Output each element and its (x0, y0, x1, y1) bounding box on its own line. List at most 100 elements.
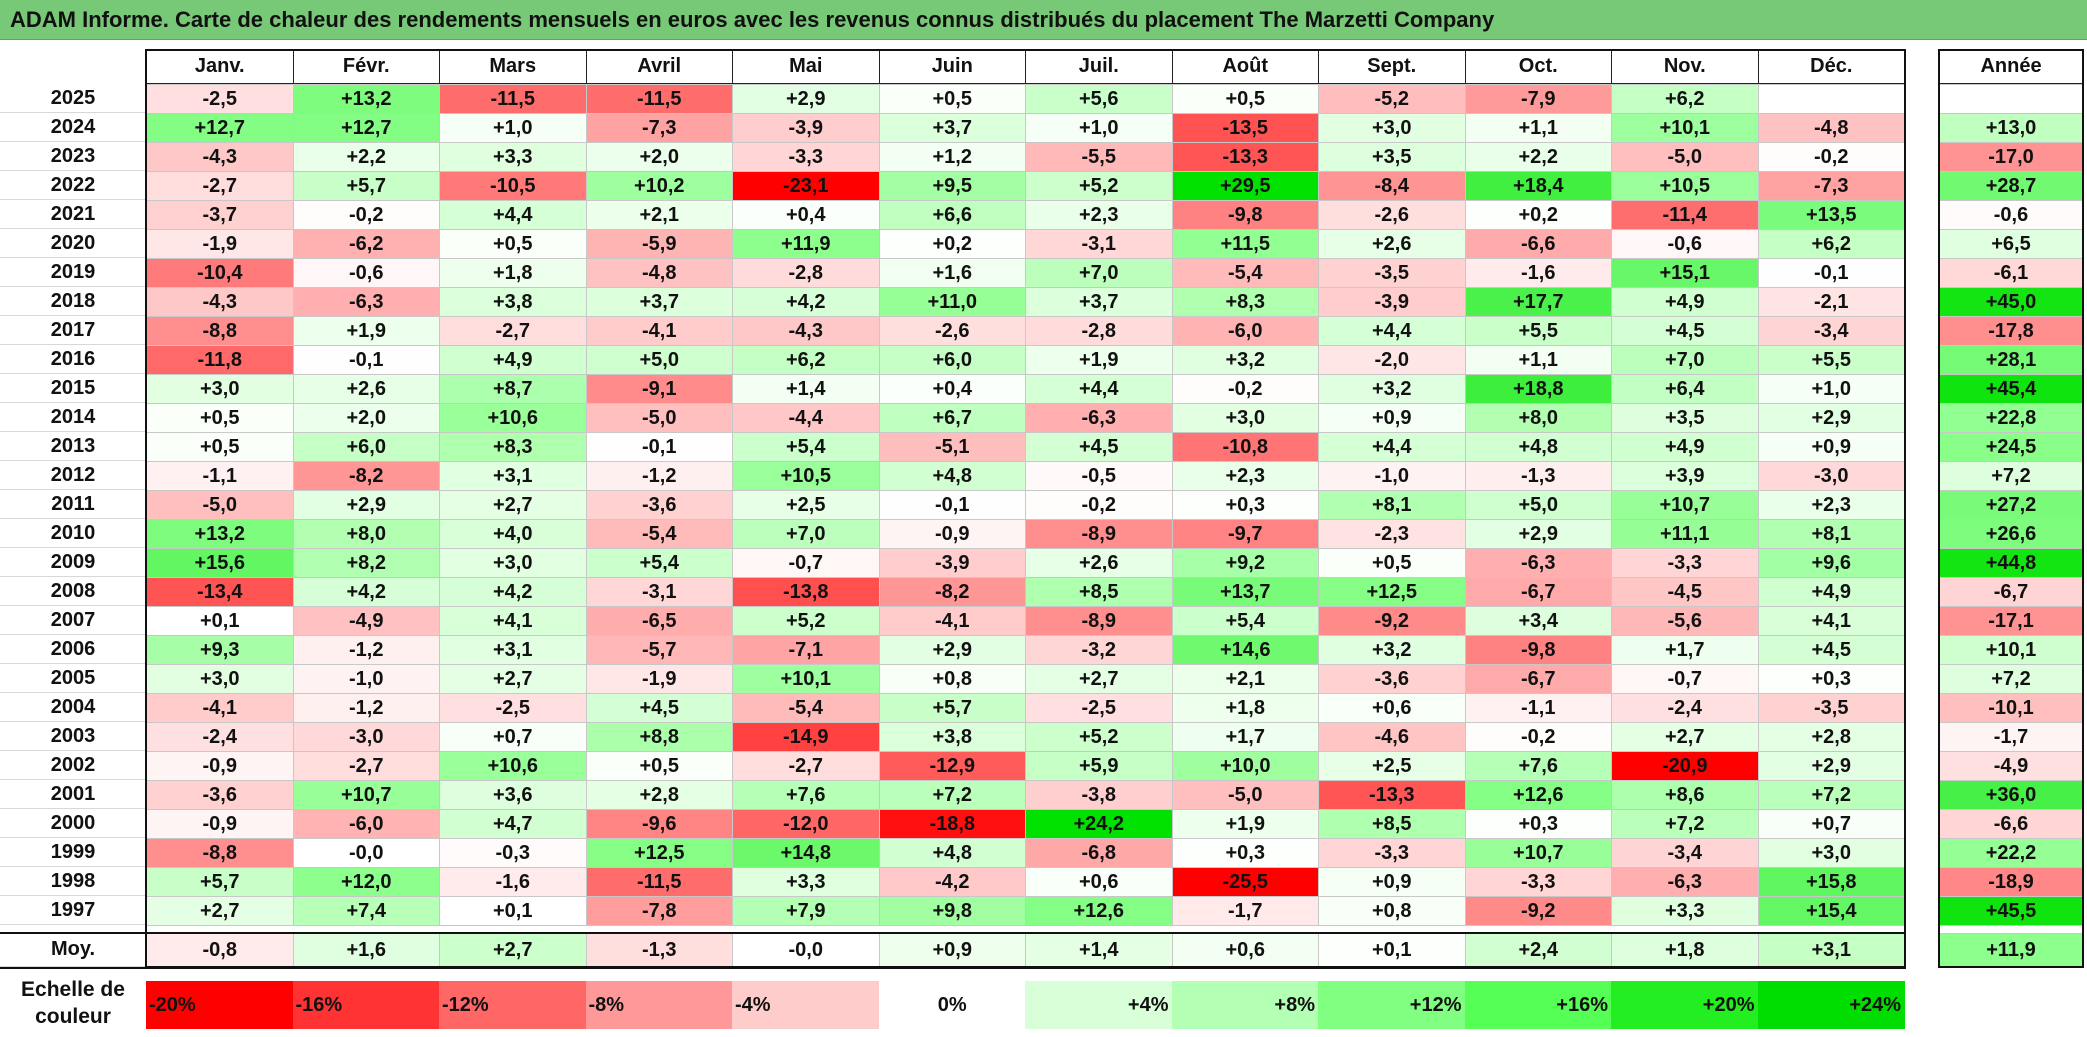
annual-cell (1938, 84, 2084, 114)
heatmap-cell: +2,9 (732, 84, 880, 114)
heatmap-cell: +4,1 (439, 606, 587, 636)
heatmap-cell: +4,4 (1318, 316, 1466, 346)
average-cell: +0,1 (1318, 933, 1466, 967)
heatmap-cell: +0,5 (146, 432, 294, 462)
heatmap-cell: -0,2 (1171, 374, 1319, 404)
heatmap-cell: +8,1 (1318, 490, 1466, 520)
heatmap-cell: +3,7 (878, 113, 1026, 143)
heatmap-cell: +8,1 (1757, 519, 1905, 549)
heatmap-cell: -5,7 (585, 635, 733, 665)
heatmap-cell: +10,1 (1611, 113, 1759, 143)
heatmap-cell: -6,3 (1464, 548, 1612, 578)
heatmap-cell: +3,3 (1611, 896, 1759, 926)
heatmap-cell: -10,4 (146, 258, 294, 288)
average-rule (0, 967, 1906, 969)
heatmap-cell: +5,7 (146, 867, 294, 897)
annual-cell: +28,7 (1938, 171, 2084, 201)
heatmap-cell: -0,9 (146, 809, 294, 839)
heatmap-cell: +1,9 (292, 316, 440, 346)
heatmap-cell: -7,1 (732, 635, 880, 665)
heatmap-cell: +6,0 (292, 432, 440, 462)
heatmap-cell: +10,6 (439, 403, 587, 433)
heatmap-cell: +4,9 (439, 345, 587, 375)
annual-cell: +24,5 (1938, 432, 2084, 462)
heatmap-cell: -6,7 (1464, 577, 1612, 607)
heatmap-cell: -5,4 (732, 693, 880, 723)
heatmap-cell: +0,2 (878, 229, 1026, 259)
heatmap-cell: -4,9 (292, 606, 440, 636)
heatmap-cell: -3,8 (1025, 780, 1173, 810)
heatmap-cell: -3,4 (1757, 316, 1905, 346)
year-label: 2001 (0, 780, 146, 809)
heatmap-cell: +14,6 (1171, 635, 1319, 665)
heatmap-cell: +17,7 (1464, 287, 1612, 317)
average-annual-cell: +11,9 (1938, 933, 2084, 967)
heatmap-cell: -9,8 (1464, 635, 1612, 665)
scale-step: 0% (878, 981, 1026, 1029)
annual-cell: -10,1 (1938, 693, 2084, 723)
heatmap-cell: -3,9 (878, 548, 1026, 578)
heatmap-cell: -0,1 (585, 432, 733, 462)
heatmap-cell: -0,2 (1757, 142, 1905, 172)
heatmap-cell: -3,6 (585, 490, 733, 520)
heatmap-cell: +4,2 (732, 287, 880, 317)
annual-cell: +36,0 (1938, 780, 2084, 810)
heatmap-cell: -13,4 (146, 577, 294, 607)
heatmap-cell: -3,3 (1611, 548, 1759, 578)
heatmap-cell: +3,1 (439, 635, 587, 665)
month-header: Juin (878, 49, 1026, 84)
heatmap-cell: +6,0 (878, 345, 1026, 375)
heatmap-cell: +9,8 (878, 896, 1026, 926)
heatmap-cell: +0,4 (878, 374, 1026, 404)
heatmap-cell: -1,2 (292, 693, 440, 723)
annual-cell: -18,9 (1938, 867, 2084, 897)
heatmap-cell: -6,6 (1464, 229, 1612, 259)
heatmap-cell: -7,8 (585, 896, 733, 926)
year-label: 2006 (0, 635, 146, 664)
heatmap-cell: -3,1 (1025, 229, 1173, 259)
heatmap-cell: -4,3 (146, 287, 294, 317)
heatmap-cell: +13,7 (1171, 577, 1319, 607)
year-label: 2003 (0, 722, 146, 751)
heatmap-cell: -0,9 (146, 751, 294, 781)
heatmap-cell: -2,0 (1318, 345, 1466, 375)
annual-cell: -6,6 (1938, 809, 2084, 839)
heatmap-cell: +12,5 (1318, 577, 1466, 607)
heatmap-cell: -9,1 (585, 374, 733, 404)
heatmap-cell: +7,0 (732, 519, 880, 549)
heatmap-cell: +3,5 (1611, 403, 1759, 433)
scale-step: -4% (732, 981, 880, 1029)
heatmap-cell: +9,6 (1757, 548, 1905, 578)
heatmap-cell: -4,5 (1611, 577, 1759, 607)
page-title: ADAM Informe. Carte de chaleur des rende… (10, 7, 1495, 32)
heatmap-cell: +5,0 (585, 345, 733, 375)
heatmap-cell: -1,9 (585, 664, 733, 694)
heatmap-cell: -4,3 (732, 316, 880, 346)
heatmap-cell: +3,2 (1318, 374, 1466, 404)
heatmap-cell: +0,5 (146, 403, 294, 433)
year-label: 2005 (0, 664, 146, 693)
heatmap-cell: +10,5 (1611, 171, 1759, 201)
heatmap-cell: +2,2 (292, 142, 440, 172)
heatmap-cell: -11,5 (439, 84, 587, 114)
year-label: 1997 (0, 896, 146, 925)
heatmap-cell: -3,7 (146, 200, 294, 230)
heatmap-cell: -3,5 (1318, 258, 1466, 288)
heatmap-cell: +2,3 (1757, 490, 1905, 520)
heatmap-cell: -2,3 (1318, 519, 1466, 549)
heatmap-cell: +2,2 (1464, 142, 1612, 172)
heatmap-cell: +8,0 (1464, 403, 1612, 433)
heatmap-cell: -12,0 (732, 809, 880, 839)
heatmap-cell: +3,0 (439, 548, 587, 578)
heatmap-cell: -2,5 (1025, 693, 1173, 723)
heatmap-cell: -3,0 (1757, 461, 1905, 491)
scale-step: +16% (1464, 981, 1612, 1029)
heatmap-cell: +12,0 (292, 867, 440, 897)
heatmap-cell: -2,6 (1318, 200, 1466, 230)
heatmap-cell: -8,2 (878, 577, 1026, 607)
average-cell: -0,0 (732, 933, 880, 967)
annual-cell: +45,5 (1938, 896, 2084, 926)
heatmap-cell: +3,0 (1757, 838, 1905, 868)
annual-cell: +44,8 (1938, 548, 2084, 578)
heatmap-cell: +4,4 (1318, 432, 1466, 462)
